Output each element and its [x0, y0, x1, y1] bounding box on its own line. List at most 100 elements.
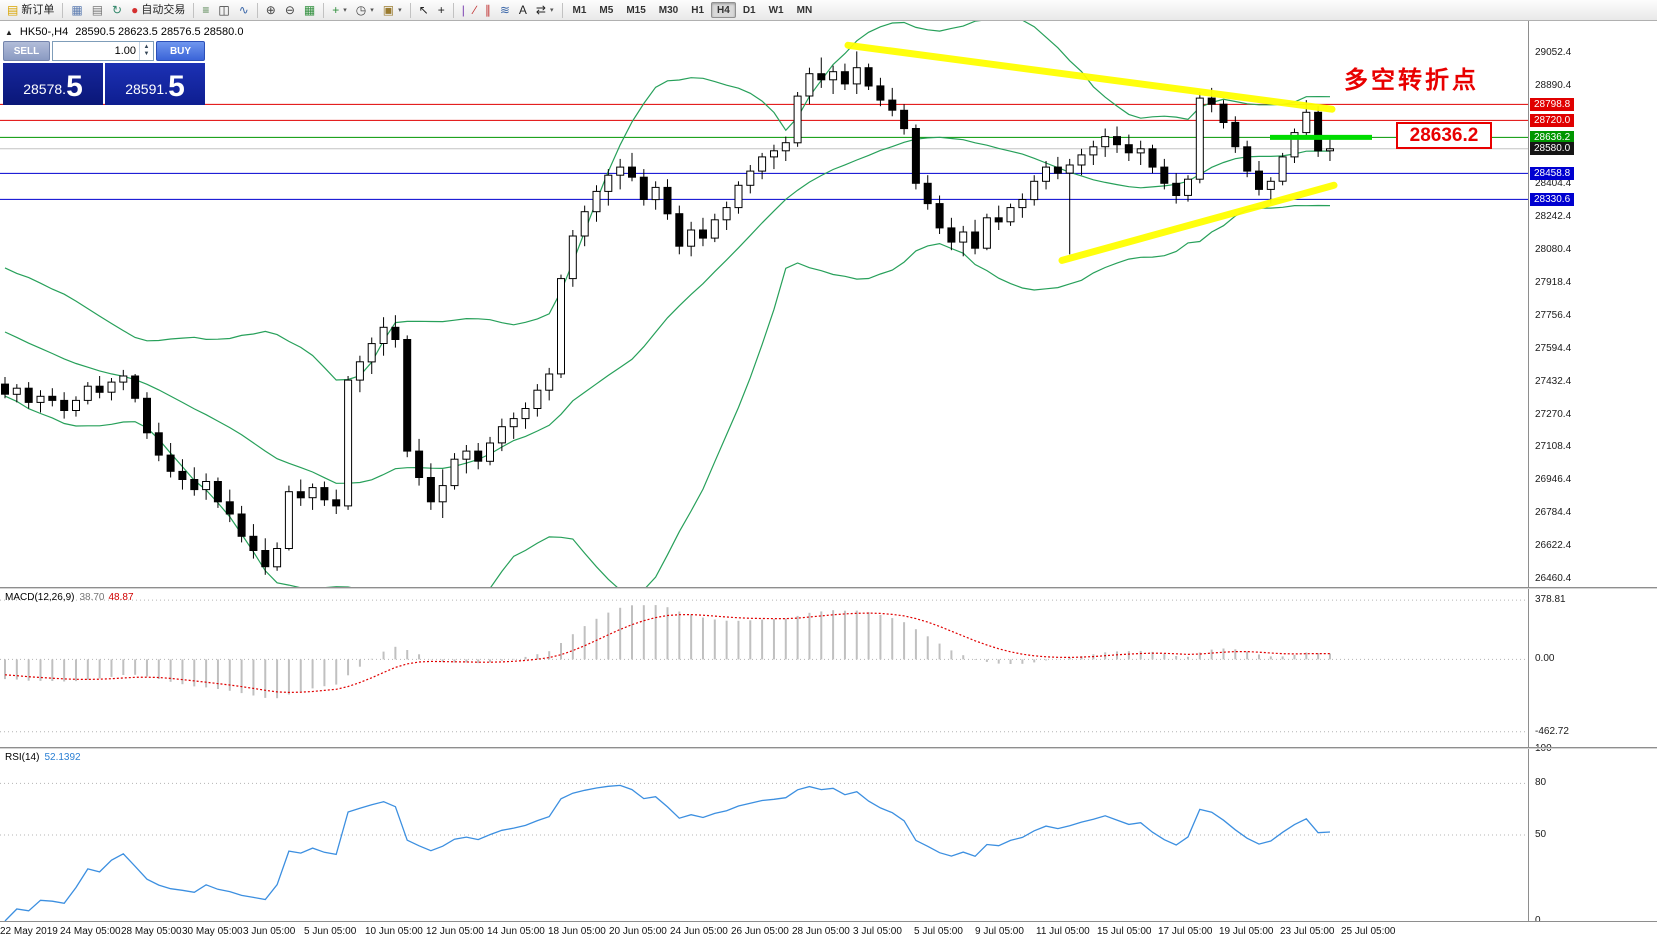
- zoom-out-button[interactable]: ⊖: [281, 1, 299, 19]
- trendline-icon: ∕: [473, 3, 476, 17]
- cursor-icon: ↖: [418, 3, 429, 17]
- timeframe-w1-button[interactable]: W1: [763, 2, 790, 18]
- zoom-out-icon: ⊖: [284, 3, 295, 17]
- cursor-button[interactable]: ↖: [415, 1, 433, 19]
- crosshair-button[interactable]: +: [434, 1, 449, 19]
- line-chart-icon: ∿: [238, 3, 249, 17]
- chart-window-icon: ▦: [71, 3, 83, 17]
- panel-collapse-icon[interactable]: ▲: [5, 27, 13, 37]
- vertical-line-button[interactable]: |: [458, 1, 469, 19]
- price-scale-label: 27270.4: [1535, 408, 1572, 420]
- price-callout-box: 28636.2: [1396, 122, 1492, 149]
- bar-chart-icon: ≡: [202, 3, 210, 17]
- time-axis-label: 3 Jun 05:00: [243, 926, 296, 937]
- zoom-in-icon: ⊕: [265, 3, 276, 17]
- price-scale-label: 26784.4: [1535, 507, 1572, 519]
- refresh-icon: ↻: [112, 3, 123, 17]
- toolbar-separator: [409, 2, 411, 18]
- zoom-in-button[interactable]: ⊕: [262, 1, 280, 19]
- buy-price-main: 28591.: [125, 81, 169, 97]
- rsi-scale-label: 50: [1535, 829, 1547, 840]
- tile-windows-button[interactable]: ▦: [300, 1, 319, 19]
- tile-windows-icon: ▦: [303, 3, 316, 17]
- line-chart-button[interactable]: ∿: [235, 1, 253, 19]
- chart-window-button[interactable]: ▦: [67, 1, 86, 19]
- periods-button[interactable]: ◷ ▾: [352, 1, 378, 19]
- price-scale-label: 27108.4: [1535, 441, 1572, 453]
- timeframe-mn-button[interactable]: MN: [791, 2, 819, 18]
- auto-trading-button[interactable]: ● 自动交易: [127, 1, 189, 19]
- price-scale-label: 28080.4: [1535, 244, 1572, 256]
- sell-price-main: 28578.: [23, 81, 67, 97]
- time-axis[interactable]: 22 May 2019 24 May 05:00 28 May 05:00 30 Ma…: [0, 921, 1657, 945]
- rsi-scale-label: 0: [1535, 915, 1541, 926]
- volume-input[interactable]: [75, 45, 139, 57]
- macd-panel[interactable]: [0, 589, 1529, 747]
- timeframe-m5-button[interactable]: M5: [593, 2, 619, 18]
- channel-button[interactable]: ∥: [481, 1, 495, 19]
- crosshair-icon: +: [437, 3, 445, 17]
- templates-button[interactable]: ▣ ▾: [379, 1, 406, 19]
- trendline-button[interactable]: ∕: [470, 1, 480, 19]
- price-chart-panel[interactable]: [0, 21, 1529, 587]
- panel-splitter[interactable]: [0, 587, 1657, 589]
- buy-button[interactable]: BUY: [156, 41, 205, 61]
- toolbar-separator: [323, 2, 325, 18]
- text-button[interactable]: A: [515, 1, 531, 19]
- timeframe-h1-button[interactable]: H1: [685, 2, 710, 18]
- candlestick-chart-icon: ◫: [218, 3, 230, 17]
- chevron-down-icon: ▾: [343, 7, 347, 14]
- indicators-icon: +: [332, 3, 340, 17]
- timeframe-m1-button[interactable]: M1: [567, 2, 593, 18]
- symbol-name: HK50-,H4: [19, 26, 69, 38]
- volume-stepper[interactable]: ▲▼: [52, 41, 154, 61]
- timeframe-d1-button[interactable]: D1: [737, 2, 762, 18]
- bar-chart-button[interactable]: ≡: [198, 1, 213, 19]
- time-axis-label: 17 Jul 05:00: [1158, 926, 1213, 937]
- price-scale-label: 27432.4: [1535, 375, 1572, 387]
- price-scale-label: 28890.4: [1535, 79, 1572, 91]
- price-level-badge: 28458.8: [1530, 166, 1575, 180]
- price-level-badge: 28720.0: [1530, 113, 1575, 127]
- time-axis-label: 24 May 05:00: [60, 926, 121, 937]
- panel-splitter[interactable]: [0, 747, 1657, 749]
- price-level-badge: 28580.0: [1530, 142, 1575, 156]
- new-order-icon: ▤: [7, 3, 19, 17]
- timeframe-h4-button[interactable]: H4: [711, 2, 736, 18]
- macd-scale-label: 0.00: [1535, 653, 1555, 665]
- fibonacci-button[interactable]: ≋: [496, 1, 514, 19]
- volume-up-icon[interactable]: ▲: [143, 44, 150, 50]
- new-order-button[interactable]: ▤ 新订单: [3, 1, 58, 19]
- macd-scale-label: -462.72: [1535, 725, 1569, 737]
- chevron-down-icon: ▾: [549, 7, 554, 14]
- profiles-button[interactable]: ▤: [88, 1, 107, 19]
- time-axis-label: 10 Jun 05:00: [365, 926, 423, 937]
- indicators-button[interactable]: + ▾: [328, 1, 351, 19]
- time-axis-label: 22 May 2019: [0, 926, 58, 937]
- candlestick-chart-button[interactable]: ◫: [214, 1, 233, 19]
- arrows-button[interactable]: ⇄ ▾: [532, 1, 558, 19]
- volume-spin-buttons[interactable]: ▲ ▼: [139, 42, 153, 60]
- rsi-indicator-label: RSI(14) 52.1392: [5, 752, 81, 763]
- profiles-icon: ▤: [91, 3, 104, 17]
- buy-price-panel[interactable]: 28591. 5: [105, 63, 205, 105]
- toolbar-separator: [452, 2, 454, 18]
- price-scale[interactable]: 29052.4 28890.4 28404.4 28242.4 28080.4 27918…: [1528, 21, 1657, 926]
- timeframe-m15-button[interactable]: M15: [620, 2, 651, 18]
- timeframe-m30-button[interactable]: M30: [653, 2, 684, 18]
- ohlc-values: 28590.5 28623.5 28576.5 28580.0: [75, 26, 244, 38]
- volume-down-icon[interactable]: ▼: [143, 51, 150, 57]
- price-scale-label: 26946.4: [1535, 474, 1572, 486]
- time-axis-label: 3 Jul 05:00: [853, 926, 902, 937]
- sell-button[interactable]: SELL: [3, 41, 50, 61]
- rsi-panel[interactable]: [0, 749, 1529, 921]
- refresh-button[interactable]: ↻: [108, 1, 126, 19]
- price-scale-label: 27918.4: [1535, 277, 1572, 288]
- sell-price-panel[interactable]: 28578. 5: [3, 63, 103, 105]
- time-axis-label: 9 Jul 05:00: [975, 926, 1024, 937]
- macd-name: MACD(12,26,9): [5, 592, 75, 603]
- price-scale-label: 26460.4: [1535, 572, 1572, 584]
- price-scale-label: 28242.4: [1535, 211, 1572, 223]
- price-scale-label: 29052.4: [1535, 47, 1572, 58]
